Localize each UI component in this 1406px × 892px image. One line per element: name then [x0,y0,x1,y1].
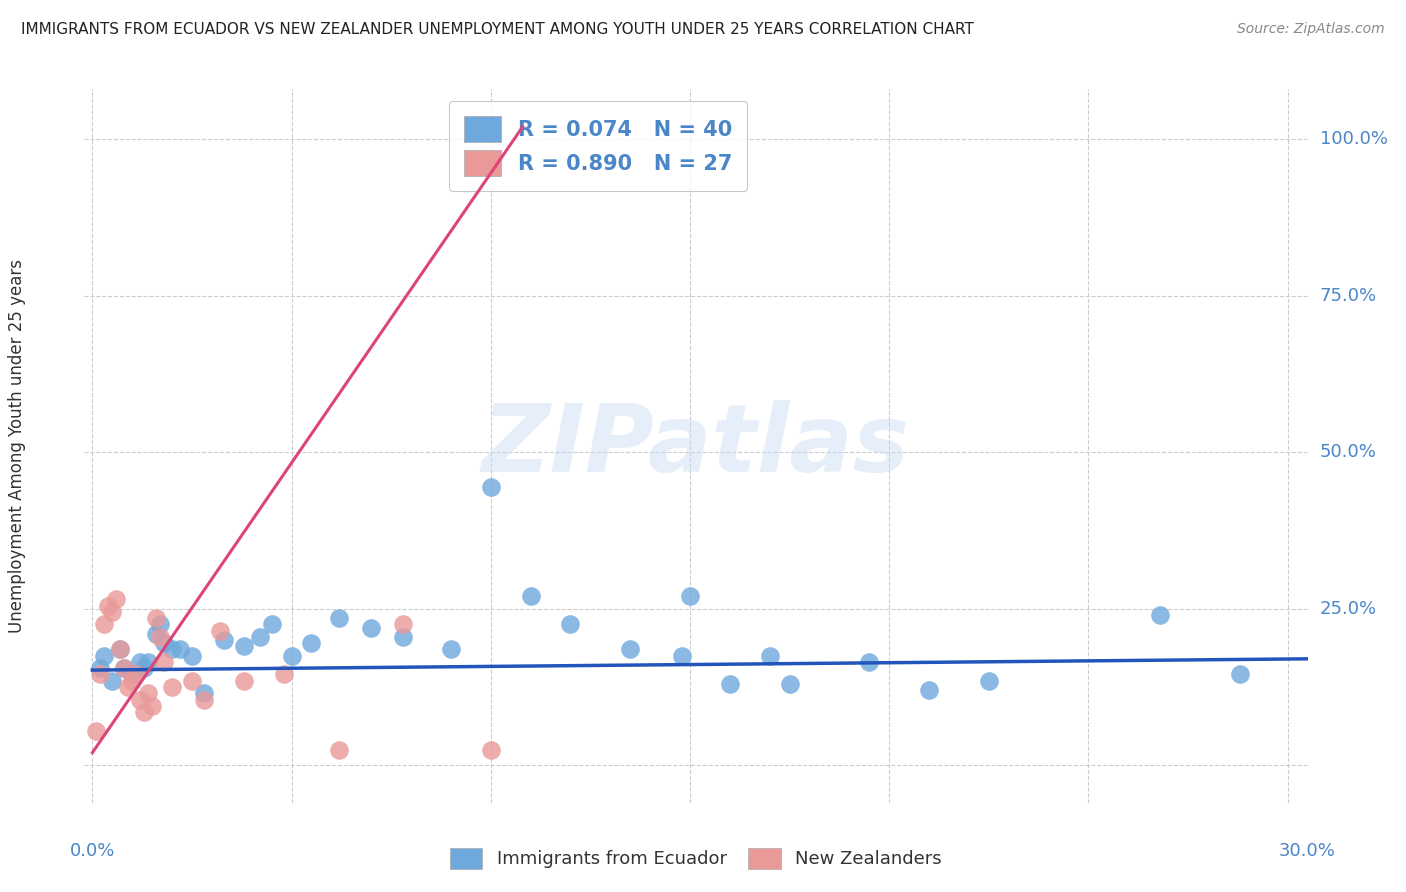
Point [519,589,541,603]
Point [136,686,159,700]
Text: 50.0%: 50.0% [1320,443,1376,461]
Point [112,661,135,675]
Point [110,642,132,657]
Point [93,648,115,663]
Text: 30.0%: 30.0% [1279,842,1336,860]
Point [249,630,271,644]
Point [110,642,132,657]
Legend: Immigrants from Ecuador, New Zealanders: Immigrants from Ecuador, New Zealanders [443,840,949,876]
Point [977,673,1000,688]
Point [125,667,148,681]
Point [97,599,120,613]
Point [232,640,254,654]
Point [169,642,191,657]
Point [141,698,163,713]
Point [136,655,159,669]
Point [153,655,176,669]
Point [718,677,741,691]
Text: 25.0%: 25.0% [1320,599,1376,618]
Point [232,673,254,688]
Point [193,692,215,706]
Point [193,686,215,700]
Point [779,677,801,691]
Point [101,605,124,619]
Point [328,611,350,625]
Point [619,642,641,657]
Text: 0.0%: 0.0% [70,842,115,860]
Point [560,617,582,632]
Text: Source: ZipAtlas.com: Source: ZipAtlas.com [1237,22,1385,37]
Point [149,617,172,632]
Point [160,680,183,694]
Point [145,611,167,625]
Point [440,642,463,657]
Point [479,480,502,494]
Point [758,648,780,663]
Point [918,683,941,698]
Point [1149,607,1171,622]
Text: IMMIGRANTS FROM ECUADOR VS NEW ZEALANDER UNEMPLOYMENT AMONG YOUTH UNDER 25 YEARS: IMMIGRANTS FROM ECUADOR VS NEW ZEALANDER… [21,22,974,37]
Point [392,630,415,644]
Text: ZIPatlas: ZIPatlas [482,400,910,492]
Point [89,667,111,681]
Point [671,648,693,663]
Point [301,636,323,650]
Point [117,680,139,694]
Point [160,642,183,657]
Point [280,648,302,663]
Point [208,624,231,638]
Point [260,617,283,632]
Point [479,742,502,756]
Point [392,617,415,632]
Point [86,723,108,738]
Point [134,705,156,719]
Point [121,667,143,681]
Point [112,661,135,675]
Point [145,627,167,641]
Point [153,636,176,650]
Point [273,667,295,681]
Point [858,655,880,669]
Point [93,617,115,632]
Point [105,592,128,607]
Point [328,742,350,756]
Point [1229,667,1251,681]
Point [134,661,156,675]
Point [149,630,172,644]
Point [121,673,143,688]
Point [360,621,382,635]
Point [212,633,235,648]
Text: 75.0%: 75.0% [1320,286,1376,305]
Point [181,648,204,663]
Point [181,673,204,688]
Text: Unemployment Among Youth under 25 years: Unemployment Among Youth under 25 years [8,259,27,633]
Text: 100.0%: 100.0% [1320,130,1388,148]
Point [129,655,152,669]
Point [679,589,702,603]
Point [89,661,111,675]
Point [129,692,152,706]
Point [101,673,124,688]
